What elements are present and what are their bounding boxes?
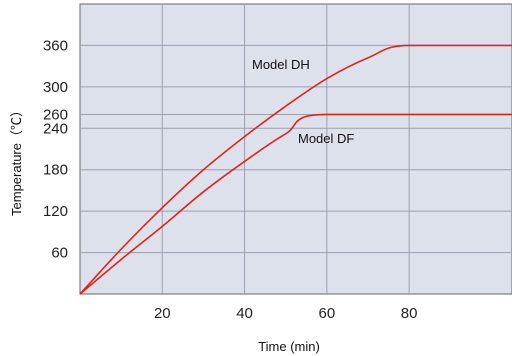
y-tick-label-360: 360 [43,37,68,54]
series-line-model-df [79,113,512,295]
x-tick-label-60: 60 [319,305,336,322]
series-line-model-dh [79,44,512,295]
y-axis-title: Temperature（℃） [9,104,24,216]
plot-area [79,3,512,295]
x-tick-label-40: 40 [236,305,253,322]
y-tick-label-300: 300 [43,79,68,96]
y-tick-label-240: 240 [43,120,68,137]
x-tick-label-20: 20 [154,305,171,322]
series-label-model-dh: Model DH [252,57,310,72]
x-axis-title: Time (min) [258,339,320,354]
x-tick-labels: 20 40 60 80 [154,305,418,322]
y-tick-label-120: 120 [43,203,68,220]
x-tick-label-80: 80 [401,305,418,322]
series-label-model-df: Model DF [298,131,354,146]
vertical-gridlines [161,4,410,294]
y-tick-label-60: 60 [51,245,68,262]
y-tick-label-260: 260 [43,106,68,123]
series-lines [79,44,512,295]
y-tick-label-180: 180 [43,162,68,179]
